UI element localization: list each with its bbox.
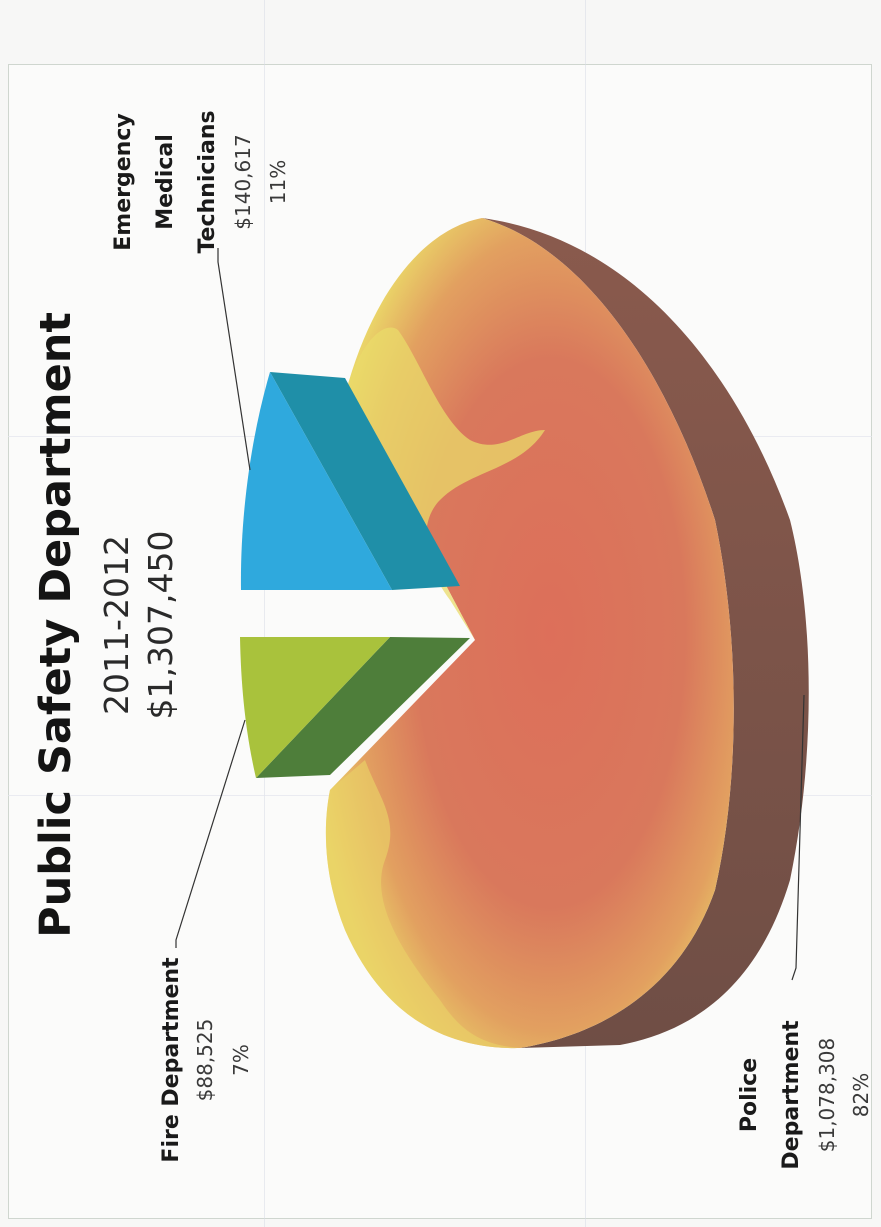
chart-subtitle-year: 2011-2012	[97, 535, 136, 715]
slice-percent-police: 82%	[849, 1073, 873, 1117]
slice-police-side	[482, 218, 809, 1048]
leader-line-fire	[175, 719, 246, 948]
scan-artifact-line	[264, 0, 265, 1227]
slice-emt[interactable]	[240, 372, 392, 590]
leader-line-emt	[217, 248, 251, 471]
slice-label-emt-line1: Emergency	[111, 113, 136, 250]
chart-title: Public Safety Department	[31, 312, 81, 938]
slice-value-police: $1,078,308	[815, 1038, 839, 1153]
slice-percent-fire: 7%	[229, 1044, 253, 1076]
leader-line-police	[791, 694, 805, 981]
slice-label-police-line1: Police	[737, 1058, 762, 1132]
slice-value-emt: $140,617	[231, 134, 255, 229]
slice-police-highlight	[325, 760, 520, 1049]
slice-fire[interactable]	[240, 637, 390, 778]
slice-emt-side	[270, 372, 460, 590]
chart-subtitle-total: $1,307,450	[141, 531, 180, 720]
slice-label-police-line2: Department	[779, 1020, 804, 1170]
slice-percent-emt: 11%	[266, 160, 290, 204]
slice-fire-side	[256, 637, 470, 778]
slice-label-emt-line2: Medical	[153, 134, 178, 230]
slice-value-fire: $88,525	[193, 1019, 217, 1102]
slice-label-emt-line3: Technicians	[195, 110, 220, 253]
slice-police-highlight	[345, 327, 545, 640]
slice-label-fire: Fire Department	[159, 957, 184, 1163]
